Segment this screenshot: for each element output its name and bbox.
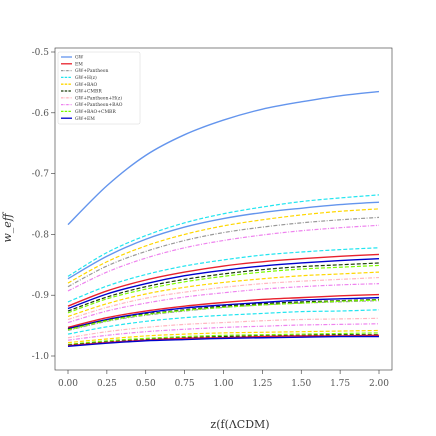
legend-label: GW+H(z) xyxy=(75,74,97,81)
series-line-em-14 xyxy=(67,293,380,329)
x-tick-label: 2.00 xyxy=(369,379,389,389)
series-line-gw-pantheon-bao-13 xyxy=(67,283,380,324)
legend-label: EM xyxy=(75,61,83,67)
legend-label: GW+Pantheon+BAO xyxy=(75,102,123,108)
legend-label: GW+Pantheon+H(z) xyxy=(75,94,122,101)
legend-label: GW xyxy=(75,55,84,61)
legend-label: GW+EM xyxy=(75,116,95,122)
x-tick-label: 1.50 xyxy=(291,379,311,389)
series-line-gw-bao-cmbr-18 xyxy=(67,299,380,331)
series-line-gw-pantheon-h-z-20 xyxy=(67,317,380,339)
legend: GWEMGW+PantheonGW+H(z)GW+BAOGW+CMBRGW+Pa… xyxy=(57,51,141,125)
x-tick-label: 0.75 xyxy=(175,379,195,389)
y-tick-label: -0.5 xyxy=(32,48,50,58)
legend-label: GW+BAO xyxy=(75,82,98,88)
series-line-gw-em-15 xyxy=(67,296,380,330)
y-tick-label: -0.6 xyxy=(32,109,50,119)
series-line-gw-pantheon-h-z-12 xyxy=(67,276,380,321)
x-tick-label: 0.50 xyxy=(136,379,156,389)
series-line-gw-pantheon-16 xyxy=(67,300,380,332)
x-tick-label: 1.75 xyxy=(330,379,350,389)
series-line-gw-pantheon-bao-5 xyxy=(67,224,380,292)
series-line-gw-em-26 xyxy=(67,335,380,347)
series-line-gw-bao-cmbr-10 xyxy=(67,264,380,314)
series-line-gw-bao-cmbr-23 xyxy=(67,332,380,346)
series-line-gw-bao-11 xyxy=(67,271,380,318)
legend-box xyxy=(57,51,141,125)
series-line-gw-h-z-1 xyxy=(67,194,380,277)
y-tick-label: -0.7 xyxy=(32,170,50,180)
y-tick-label: -0.9 xyxy=(32,291,50,301)
y-axis-label: w_eff xyxy=(1,211,14,242)
series-line-gw-em-8 xyxy=(67,258,380,310)
y-tick-label: -0.8 xyxy=(32,230,50,240)
series-line-gw-h-z-6 xyxy=(67,247,380,303)
legend-label: GW+BAO+CMBR xyxy=(75,109,116,115)
series-line-gw-2 xyxy=(67,201,380,280)
series-line-gw-h-z-19 xyxy=(67,309,380,335)
legend-label: GW+CMBR xyxy=(75,89,102,95)
x-tick-label: 0.00 xyxy=(58,379,78,389)
x-axis-label: z(f(ΛCDM) xyxy=(210,418,269,431)
series-line-gw-bao-3 xyxy=(67,208,380,284)
series-line-gw-pantheon-4 xyxy=(67,216,380,288)
y-tick-label: -1.0 xyxy=(32,352,50,362)
series-line-em-7 xyxy=(67,253,380,307)
series-line-gw-pantheon-bao-21 xyxy=(67,323,380,341)
series-line-gw-0 xyxy=(67,90,380,226)
x-tick-label: 0.25 xyxy=(97,379,117,389)
series-line-gw-cmbr-9 xyxy=(67,262,380,312)
axis-layer: 0.00 0.25 0.50 0.75 1.00 1.25 1.50 1.75 2.00 -0.5… xyxy=(32,48,390,389)
series-line-gw-bao-22 xyxy=(67,329,380,344)
x-tick-label: 1.00 xyxy=(213,379,233,389)
legend-label: GW+Pantheon xyxy=(75,68,108,74)
series-layer xyxy=(67,90,380,347)
x-tick-label: 1.25 xyxy=(252,379,272,389)
